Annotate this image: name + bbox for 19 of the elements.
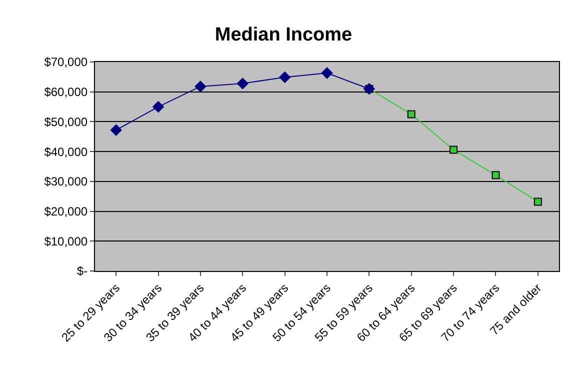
y-tick-label: $50,000 [44,114,88,129]
point [110,124,122,136]
chart-title: Median Income [214,24,352,46]
y-tick-label: $60,000 [44,85,88,100]
point [492,171,500,180]
y-tick-label: $30,000 [44,174,88,189]
y-tick-label: $10,000 [44,234,88,248]
y-tick-label: $40,000 [44,144,88,159]
point [152,101,164,112]
point [279,72,291,83]
point [194,80,206,92]
point [534,198,542,206]
y-tick-label: $70,000 [44,55,88,70]
point [407,110,416,118]
point [450,146,458,154]
y-tick-label: $20,000 [44,204,88,218]
point [236,78,248,90]
point [321,67,333,79]
y-tick-label: $- [76,264,88,278]
